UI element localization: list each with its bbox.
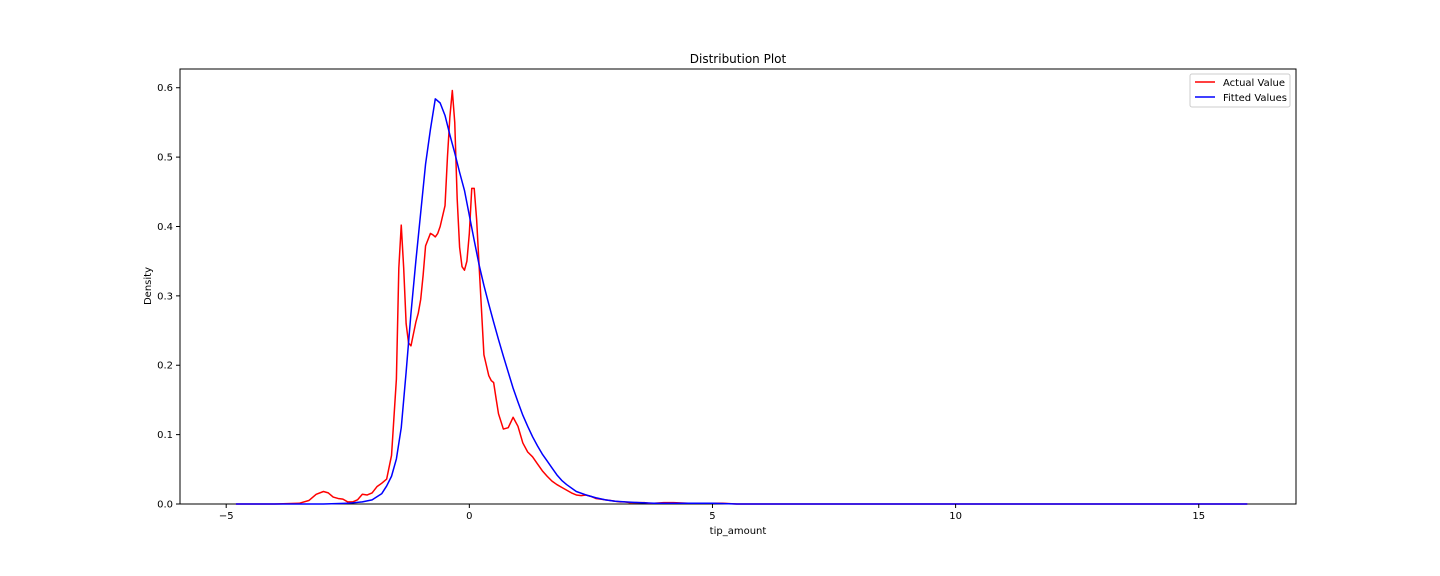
legend-label-actual-value: Actual Value xyxy=(1223,78,1285,89)
y-tick-label: 0.0 xyxy=(157,500,173,511)
y-tick-label: 0.1 xyxy=(157,430,173,441)
y-tick-label: 0.2 xyxy=(157,361,173,372)
legend: Actual Value Fitted Values xyxy=(1189,73,1291,108)
chart-title: Distribution Plot xyxy=(690,52,787,66)
x-tick-label: −5 xyxy=(219,511,234,522)
series-layer xyxy=(235,89,1248,505)
y-tick-label: 0.4 xyxy=(157,222,173,233)
series-line-fitted-values xyxy=(235,98,1248,505)
x-tick-label: 15 xyxy=(1192,511,1205,522)
y-axis-label: Density xyxy=(143,267,154,305)
y-tick-label: 0.3 xyxy=(157,291,173,302)
y-tick-label: 0.5 xyxy=(157,153,173,164)
x-tick-label: 0 xyxy=(466,511,472,522)
x-tick-label: 10 xyxy=(949,511,962,522)
x-tick-label: 5 xyxy=(709,511,715,522)
tick-layer: −5 0 5 10 15 0.0 0.1 0.2 0.3 0.4 0.5 0.6 xyxy=(157,83,1205,522)
legend-label-fitted-values: Fitted Values xyxy=(1223,93,1287,104)
x-axis-label: tip_amount xyxy=(710,526,767,537)
y-tick-label: 0.6 xyxy=(157,83,173,94)
